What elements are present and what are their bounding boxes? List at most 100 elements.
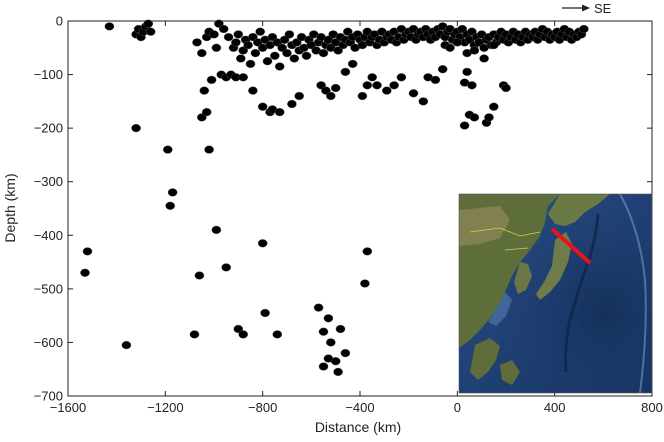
earthquake-point — [579, 24, 589, 34]
inset-map-land-islands — [536, 232, 572, 300]
earthquake-point — [372, 81, 382, 90]
direction-arrow-icon — [582, 4, 590, 12]
earthquake-point — [194, 271, 205, 280]
earthquake-point — [488, 40, 499, 50]
earthquake-point — [250, 48, 261, 58]
x-tick-label: −1600 — [50, 400, 87, 415]
earthquake-point — [80, 268, 90, 277]
earthquake-point — [233, 30, 244, 39]
earthquake-point — [437, 65, 448, 74]
earthquake-point — [323, 354, 334, 363]
earthquake-point — [209, 30, 219, 39]
earthquake-point — [211, 43, 222, 52]
y-tick-label: −300 — [34, 174, 63, 189]
earthquake-point — [467, 81, 477, 90]
earthquake-point — [418, 97, 429, 106]
inset-map-trench — [564, 213, 600, 373]
earthquake-point — [201, 107, 212, 117]
y-tick-label: −100 — [34, 67, 63, 82]
earthquake-point — [143, 19, 154, 28]
earthquake-point — [257, 239, 268, 248]
x-tick-label: −400 — [345, 400, 374, 415]
earthquake-point — [218, 24, 229, 34]
earthquake-point — [269, 51, 280, 60]
earthquake-point — [396, 73, 407, 82]
earthquake-point — [357, 91, 368, 101]
earthquake-point — [204, 145, 214, 154]
earthquake-point — [231, 38, 241, 47]
earthquake-point — [272, 330, 283, 339]
earthquake-point — [257, 102, 268, 111]
inset-map-profile-line — [550, 227, 592, 265]
direction-annotation: SE — [562, 1, 612, 16]
earthquake-point — [367, 73, 378, 82]
earthquake-point — [501, 83, 511, 93]
earthquake-point — [323, 314, 334, 323]
earthquake-point — [445, 43, 455, 52]
inset-map-globe-edge — [619, 193, 647, 394]
earthquake-point — [196, 48, 207, 58]
earthquake-point — [335, 324, 346, 334]
y-axis-label: Depth (km) — [2, 173, 18, 242]
earthquake-point — [238, 330, 248, 339]
x-tick-label: −800 — [248, 400, 277, 415]
earthquake-point — [274, 107, 285, 117]
earthquake-point — [223, 32, 234, 42]
earthquake-point — [284, 30, 295, 39]
earthquake-point — [248, 86, 258, 95]
earthquake-point — [340, 349, 351, 358]
earthquake-point — [289, 54, 300, 63]
earthquake-point — [318, 48, 329, 58]
earthquake-point — [459, 121, 470, 130]
earthquake-point — [469, 113, 480, 122]
earthquake-point — [274, 62, 285, 71]
earthquake-point — [325, 338, 336, 347]
earthquake-point — [165, 201, 175, 210]
earthquake-point — [206, 75, 217, 85]
earthquake-point — [235, 54, 246, 63]
direction-label: SE — [594, 1, 612, 16]
earthquake-point — [389, 81, 399, 90]
earthquake-point — [301, 51, 312, 60]
earthquake-point — [484, 113, 494, 122]
earthquake-point — [408, 89, 419, 98]
earthquake-point — [318, 362, 329, 371]
inset-map-land-north — [548, 194, 610, 226]
earthquake-point — [82, 247, 93, 256]
earthquake-point — [167, 188, 178, 197]
earthquake-point — [255, 27, 266, 36]
inset-map-land-south — [470, 338, 520, 385]
earthquake-point — [325, 91, 336, 101]
earthquake-point — [162, 145, 173, 154]
earthquake-point — [462, 67, 472, 77]
earthquake-point — [104, 22, 115, 31]
y-tick-label: −200 — [34, 121, 63, 136]
x-tick-label: 400 — [544, 400, 566, 415]
inset-map — [458, 193, 653, 394]
y-tick-label: −500 — [34, 281, 63, 296]
y-tick-label: −600 — [34, 335, 63, 350]
earthquake-point — [340, 67, 351, 77]
earthquake-point — [430, 75, 441, 85]
earthquake-point — [452, 38, 463, 47]
earthquake-point — [243, 40, 253, 50]
earthquake-point — [469, 46, 480, 55]
earthquake-point — [488, 102, 499, 111]
earthquake-point — [145, 27, 156, 36]
earthquake-point — [330, 83, 341, 93]
y-axis: 0 −100 −200 −300 −400 −500 −600 −700 — [34, 14, 652, 404]
y-tick-label: −400 — [34, 228, 63, 243]
earthquake-point — [238, 73, 248, 82]
earthquake-point — [347, 59, 358, 69]
y-tick-label: −700 — [34, 389, 63, 404]
earthquake-point — [318, 327, 329, 336]
earthquake-point — [260, 308, 270, 318]
earthquake-point — [362, 247, 373, 256]
earthquake-point — [333, 367, 343, 377]
earthquake-point — [360, 279, 370, 288]
x-tick-label: 0 — [454, 400, 461, 415]
earthquake-point — [121, 341, 132, 350]
earthquake-point — [245, 59, 256, 69]
earthquake-point — [131, 124, 141, 133]
